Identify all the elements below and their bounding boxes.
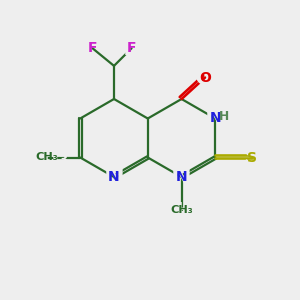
Text: CH₃: CH₃ [36, 152, 58, 163]
Text: S: S [248, 151, 257, 164]
Text: CH₃: CH₃ [170, 205, 193, 215]
Text: N: N [108, 170, 120, 184]
Text: CH₃: CH₃ [161, 201, 202, 220]
Text: O: O [199, 70, 211, 85]
Text: CH₃: CH₃ [26, 148, 68, 167]
Text: N: N [103, 165, 124, 189]
Text: S: S [243, 146, 261, 170]
Text: N: N [171, 165, 192, 189]
Text: H: H [215, 107, 233, 127]
Text: N: N [209, 112, 221, 125]
Text: N: N [176, 170, 188, 184]
Text: H: H [219, 110, 230, 124]
Text: O: O [194, 66, 216, 89]
Text: F: F [127, 41, 136, 55]
Text: F: F [84, 36, 101, 60]
Text: F: F [88, 41, 97, 55]
Text: N: N [205, 106, 226, 130]
Text: F: F [123, 36, 140, 60]
